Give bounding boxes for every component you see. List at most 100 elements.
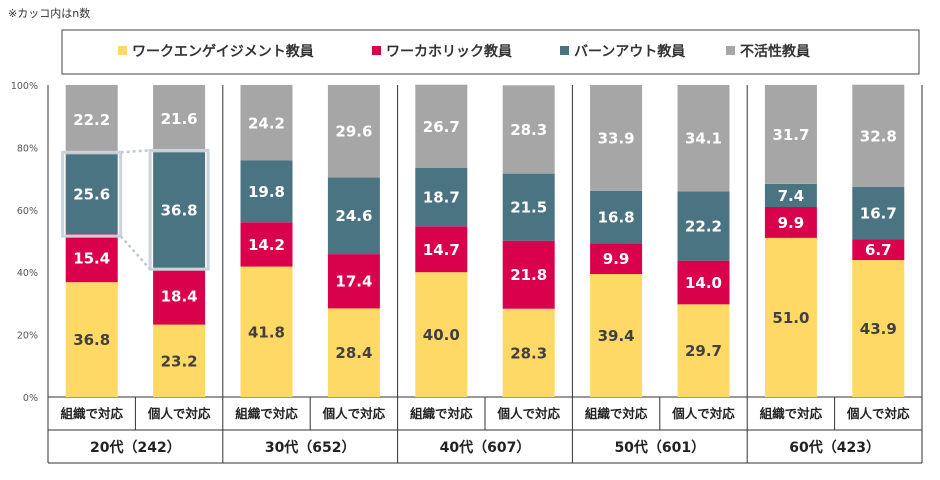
data-label-inactive: 21.6 [161, 110, 198, 128]
bar-segment-inactive [65, 85, 118, 155]
data-label-burnout: 36.8 [161, 201, 198, 219]
legend-label-inactive: 不活性教員 [740, 43, 810, 60]
bar-segment-engaged [852, 260, 905, 397]
x-category-label: 個人で対応 [846, 406, 910, 421]
data-label-workaholic: 14.0 [685, 274, 722, 292]
highlight-box [148, 148, 210, 271]
data-label-engaged: 41.8 [248, 323, 285, 341]
y-tick-label: 20% [17, 331, 38, 342]
x-category-label: 個人で対応 [671, 406, 735, 421]
data-label-workaholic: 14.2 [248, 236, 285, 254]
data-label-workaholic: 14.7 [423, 241, 460, 259]
x-group-label: 40代（607） [440, 439, 531, 456]
bar-segment-workaholic [677, 260, 730, 305]
bar-segment-workaholic [327, 254, 380, 309]
bar-segment-burnout [153, 152, 206, 268]
y-tick-label: 60% [17, 206, 38, 217]
data-label-workaholic: 15.4 [73, 250, 110, 268]
bar-segment-engaged [677, 304, 730, 397]
bar-segment-inactive [153, 85, 206, 153]
bar-segment-workaholic [852, 239, 905, 261]
data-label-workaholic: 9.9 [778, 214, 805, 232]
x-category-label: 組織で対応 [60, 406, 123, 421]
data-label-inactive: 34.1 [685, 130, 722, 148]
bar-segment-burnout [65, 154, 118, 235]
bar-segment-workaholic [65, 234, 118, 283]
data-label-burnout: 24.6 [335, 207, 372, 225]
data-label-workaholic: 9.9 [603, 250, 630, 268]
bar-segment-burnout [677, 191, 730, 261]
data-label-workaholic: 17.4 [335, 273, 372, 291]
legend-swatch-burnout [560, 46, 569, 55]
bar-segment-engaged [240, 266, 293, 397]
x-category-label: 個人で対応 [147, 406, 211, 421]
data-label-engaged: 28.3 [510, 344, 547, 362]
bar-segment-workaholic [764, 206, 817, 238]
data-label-workaholic: 18.4 [161, 287, 198, 305]
data-label-burnout: 18.7 [423, 189, 460, 207]
highlight-connector [120, 149, 151, 154]
legend-swatch-workaholic [372, 46, 381, 55]
data-label-inactive: 29.6 [335, 123, 372, 141]
bar-segment-burnout [327, 177, 380, 255]
x-category-label: 組織で対応 [235, 406, 298, 421]
bar-segment-engaged [153, 324, 206, 397]
data-label-burnout: 22.2 [685, 218, 722, 236]
bar-segment-workaholic [590, 243, 643, 275]
data-label-workaholic: 21.8 [510, 266, 547, 284]
data-label-inactive: 28.3 [510, 121, 547, 139]
bar-segment-inactive [502, 85, 555, 174]
data-label-burnout: 21.5 [510, 199, 547, 217]
y-tick-label: 0% [23, 393, 38, 404]
highlight-connector [119, 235, 152, 271]
data-label-engaged: 39.4 [598, 327, 635, 345]
bar-segment-inactive [415, 84, 468, 168]
bar-segment-engaged [415, 272, 468, 397]
bar-segment-workaholic [153, 267, 206, 325]
data-label-inactive: 22.2 [73, 111, 110, 129]
y-tick-label: 100% [11, 81, 38, 92]
x-group-label: 20代（242） [90, 439, 181, 456]
y-tick-label: 40% [17, 268, 38, 279]
bar-segment-workaholic [240, 222, 293, 267]
legend-label-engaged: ワークエンゲイジメント教員 [132, 43, 314, 60]
bar-segment-burnout [502, 173, 555, 241]
data-label-burnout: 7.4 [778, 187, 805, 205]
data-label-burnout: 16.8 [598, 208, 635, 226]
x-category-label: 組織で対応 [410, 406, 473, 421]
bar-segment-engaged [764, 237, 817, 397]
x-category-label: 個人で対応 [496, 406, 560, 421]
data-label-engaged: 23.2 [161, 352, 198, 370]
x-category-label: 組織で対応 [585, 406, 648, 421]
bar-segment-inactive [327, 85, 380, 178]
data-label-engaged: 36.8 [73, 331, 110, 349]
bar-segment-burnout [764, 183, 817, 207]
bar-segment-engaged [327, 308, 380, 397]
bar-segment-burnout [240, 160, 293, 223]
data-label-engaged: 29.7 [685, 342, 722, 360]
data-label-burnout: 16.7 [860, 205, 897, 223]
x-category-label: 組織で対応 [760, 406, 823, 421]
data-label-inactive: 26.7 [423, 118, 460, 136]
data-label-burnout: 25.6 [73, 186, 110, 204]
data-label-burnout: 19.8 [248, 183, 285, 201]
bar-segment-engaged [502, 308, 555, 397]
data-label-inactive: 31.7 [772, 126, 809, 144]
bar-segment-burnout [415, 167, 468, 227]
highlight-box [61, 150, 123, 238]
bar-segment-workaholic [415, 226, 468, 273]
y-tick-label: 80% [17, 143, 38, 154]
data-label-inactive: 32.8 [860, 127, 897, 145]
legend-label-workaholic: ワーカホリック教員 [386, 43, 512, 60]
legend-box [61, 29, 920, 75]
x-group-label: 60代（423） [789, 439, 880, 456]
bar-segment-inactive [764, 85, 817, 184]
data-label-inactive: 33.9 [598, 129, 635, 147]
data-label-engaged: 43.9 [860, 320, 897, 338]
data-label-engaged: 28.4 [335, 344, 372, 362]
bar-segment-engaged [65, 282, 118, 397]
legend-swatch-inactive [726, 46, 735, 55]
bar-segment-inactive [677, 85, 730, 192]
data-label-workaholic: 6.7 [865, 241, 892, 259]
